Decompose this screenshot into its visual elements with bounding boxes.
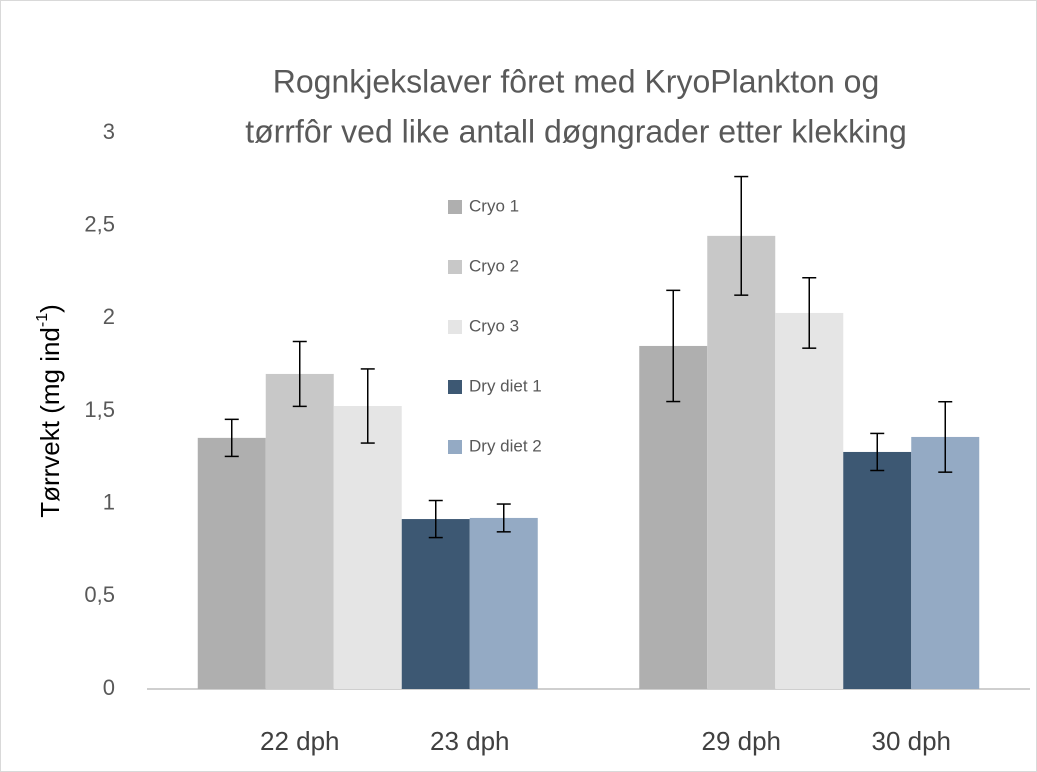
bar bbox=[469, 517, 538, 689]
legend-swatch bbox=[448, 260, 462, 274]
y-tick-label: 3 bbox=[103, 119, 115, 144]
y-axis-label: Tørrvekt (mg ind-1) bbox=[34, 304, 65, 518]
legend-swatch bbox=[448, 440, 462, 454]
y-tick-label: 1 bbox=[103, 489, 115, 514]
legend-label: Dry diet 2 bbox=[469, 436, 542, 455]
chart-title: Rognkjekslaver fôret med KryoPlankton og bbox=[273, 63, 880, 99]
bar bbox=[333, 405, 402, 689]
legend-swatch bbox=[448, 320, 462, 334]
y-tick-label: 1,5 bbox=[84, 397, 115, 422]
bar bbox=[843, 451, 912, 689]
bar bbox=[639, 345, 708, 689]
bar bbox=[911, 436, 980, 689]
bar bbox=[775, 312, 844, 689]
y-label-text: Tørrvekt (mg ind bbox=[35, 327, 65, 518]
x-tick-label: 30 dph bbox=[871, 726, 951, 756]
x-tick-label: 29 dph bbox=[701, 726, 781, 756]
legend-label: Cryo 2 bbox=[469, 256, 519, 275]
x-tick-label: 23 dph bbox=[430, 726, 510, 756]
legend-label: Dry diet 1 bbox=[469, 376, 542, 395]
chart-title: tørrfôr ved like antall døgngrader etter… bbox=[245, 113, 907, 149]
y-tick-label: 2 bbox=[103, 304, 115, 329]
y-tick-label: 0,5 bbox=[84, 582, 115, 607]
legend-swatch bbox=[448, 200, 462, 214]
legend-swatch bbox=[448, 380, 462, 394]
legend-label: Cryo 3 bbox=[469, 316, 519, 335]
y-label-sup: -1 bbox=[34, 313, 51, 327]
y-tick-label: 0 bbox=[103, 675, 115, 700]
bar bbox=[401, 519, 470, 689]
y-tick-label: 2,5 bbox=[84, 211, 115, 236]
bar bbox=[265, 373, 334, 689]
bar bbox=[197, 437, 266, 689]
x-tick-label: 22 dph bbox=[260, 726, 340, 756]
y-label-suffix: ) bbox=[35, 304, 65, 313]
bar bbox=[707, 235, 776, 690]
legend-label: Cryo 1 bbox=[469, 196, 519, 215]
